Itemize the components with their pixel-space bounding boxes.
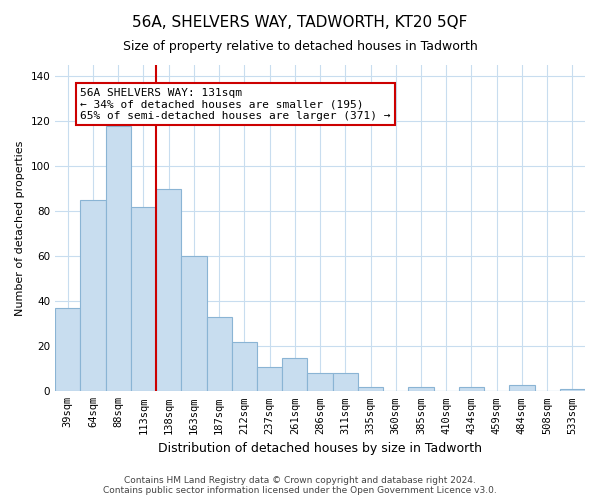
Text: 56A SHELVERS WAY: 131sqm
← 34% of detached houses are smaller (195)
65% of semi-: 56A SHELVERS WAY: 131sqm ← 34% of detach…: [80, 88, 391, 120]
Bar: [332, 374, 358, 392]
Bar: [560, 389, 585, 392]
Bar: [232, 342, 257, 392]
Text: Contains HM Land Registry data © Crown copyright and database right 2024.
Contai: Contains HM Land Registry data © Crown c…: [103, 476, 497, 495]
Bar: [156, 189, 181, 392]
Bar: [106, 126, 131, 392]
X-axis label: Distribution of detached houses by size in Tadworth: Distribution of detached houses by size …: [158, 442, 482, 455]
Text: 56A, SHELVERS WAY, TADWORTH, KT20 5QF: 56A, SHELVERS WAY, TADWORTH, KT20 5QF: [133, 15, 467, 30]
Bar: [55, 308, 80, 392]
Y-axis label: Number of detached properties: Number of detached properties: [15, 140, 25, 316]
Bar: [206, 317, 232, 392]
Bar: [509, 384, 535, 392]
Bar: [358, 387, 383, 392]
Bar: [307, 374, 332, 392]
Bar: [409, 387, 434, 392]
Bar: [282, 358, 307, 392]
Bar: [80, 200, 106, 392]
Bar: [459, 387, 484, 392]
Bar: [131, 207, 156, 392]
Bar: [257, 366, 282, 392]
Text: Size of property relative to detached houses in Tadworth: Size of property relative to detached ho…: [122, 40, 478, 53]
Bar: [181, 256, 206, 392]
